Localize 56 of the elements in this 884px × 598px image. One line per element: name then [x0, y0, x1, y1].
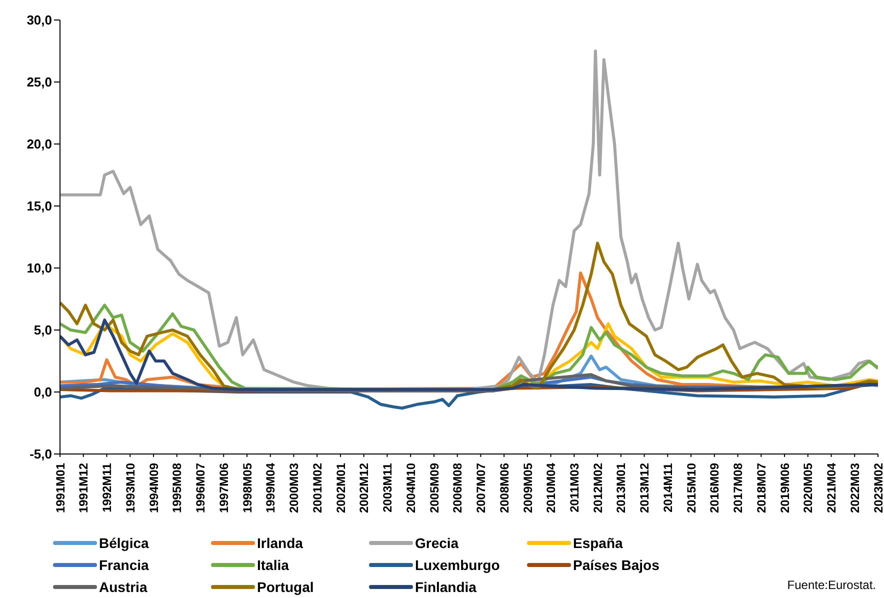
- x-tick-label: 1995M08: [170, 462, 184, 514]
- x-tick-label: 1998M05: [240, 462, 254, 514]
- x-tick-label: 1997M06: [216, 462, 231, 514]
- x-tick-label: 2020M05: [801, 462, 816, 514]
- x-tick-label: 2004M10: [404, 462, 418, 514]
- y-tick-label: 0,0: [34, 384, 52, 400]
- x-tick-label: 2018M07: [754, 462, 768, 514]
- x-tick-label: 2007M07: [474, 462, 488, 514]
- legend-label: Finlandia: [415, 579, 476, 595]
- x-tick-label: 2013M12: [638, 462, 652, 514]
- x-tick-label: 2000M03: [287, 462, 302, 514]
- x-tick-label: 1994M09: [146, 462, 161, 514]
- x-tick-label: 2008M06: [497, 462, 512, 514]
- legend-label: Italia: [257, 557, 289, 573]
- x-tick-label: 2010M04: [544, 462, 558, 514]
- legend-label: Bélgica: [99, 535, 149, 551]
- y-tick-label: -5,0: [30, 446, 52, 462]
- y-tick-label: 30,0: [26, 12, 52, 28]
- x-tick-label: 2011M03: [567, 462, 582, 512]
- x-tick-label: 1991M12: [76, 462, 91, 514]
- legend-label: Austria: [99, 579, 148, 595]
- y-tick-label: 5,0: [34, 322, 52, 338]
- legend-label: Portugal: [257, 579, 314, 595]
- legend-label: Países Bajos: [573, 557, 660, 573]
- x-tick-label: 2015M10: [684, 462, 698, 514]
- x-tick-label: 2012M02: [590, 462, 605, 514]
- x-tick-label: 2017M08: [731, 462, 746, 514]
- x-tick-label: 2023M02: [871, 462, 884, 514]
- x-tick-label: 2002M12: [357, 462, 372, 514]
- x-tick-label: 1992M11: [100, 462, 114, 512]
- y-tick-label: 15,0: [26, 198, 52, 214]
- y-tick-label: 20,0: [26, 136, 52, 152]
- x-tick-label: 2022M03: [848, 462, 862, 514]
- x-tick-label: 1999M04: [264, 462, 278, 514]
- x-tick-label: 2002M01: [334, 462, 348, 514]
- legend-label: Luxemburgo: [415, 557, 500, 573]
- legend-label: Francia: [99, 557, 149, 573]
- legend-label: Irlanda: [257, 535, 303, 551]
- x-tick-label: 2016M09: [708, 462, 722, 514]
- source-note: Fuente:Eurostat.: [787, 578, 876, 592]
- x-tick-label: 2003M11: [380, 462, 395, 512]
- x-tick-label: 2001M02: [310, 462, 324, 514]
- y-tick-label: 10,0: [26, 260, 52, 276]
- y-tick-label: 25,0: [26, 74, 52, 90]
- x-tick-label: 2013M01: [614, 462, 628, 514]
- x-tick-label: 2019M06: [778, 462, 792, 514]
- legend-label: España: [573, 535, 623, 551]
- x-tick-label: 2021M04: [824, 462, 839, 514]
- x-tick-label: 1993M10: [123, 462, 138, 514]
- x-tick-label: 2006M08: [450, 462, 465, 514]
- x-tick-label: 2005M09: [427, 462, 442, 514]
- x-tick-label: 2009M05: [520, 462, 535, 514]
- legend-label: Grecia: [415, 535, 459, 551]
- x-tick-label: 1996M07: [194, 462, 208, 514]
- x-tick-label: 2014M11: [660, 462, 675, 512]
- x-tick-label: 1991M01: [53, 462, 68, 514]
